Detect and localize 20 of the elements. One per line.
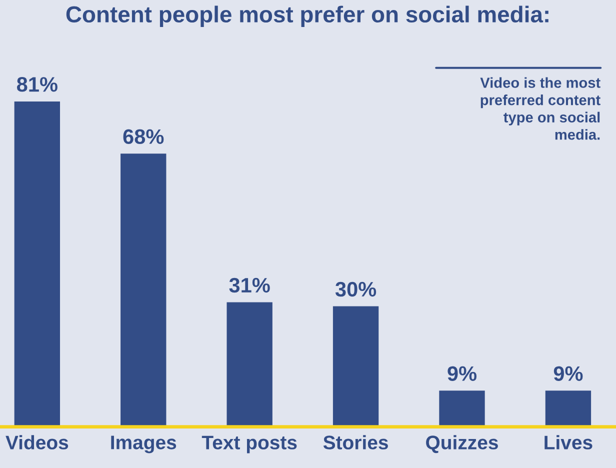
data-label: 68% [123, 129, 164, 144]
data-label: 9% [448, 366, 477, 381]
x-tick-label: Quizzes [426, 435, 498, 454]
x-tick-label: Images [111, 436, 176, 454]
x-tick-label: Text posts [202, 436, 297, 454]
annotation: Video is the most preferred content type on social media. [480, 77, 600, 140]
bar [332, 306, 379, 427]
bar [14, 101, 60, 427]
bar [545, 390, 592, 427]
data-label: 31% [229, 278, 270, 293]
bar [439, 390, 485, 427]
data-label: 30% [335, 282, 376, 297]
bar [226, 302, 272, 427]
x-tick-label: Stories [323, 435, 388, 450]
chart-title: Content people most prefer on social media: [66, 6, 548, 28]
x-tick-label: Lives [544, 435, 592, 450]
data-label: 81% [16, 77, 58, 92]
bar [120, 154, 166, 427]
data-label: 9% [554, 366, 583, 381]
x-tick-label: Videos [6, 435, 68, 450]
